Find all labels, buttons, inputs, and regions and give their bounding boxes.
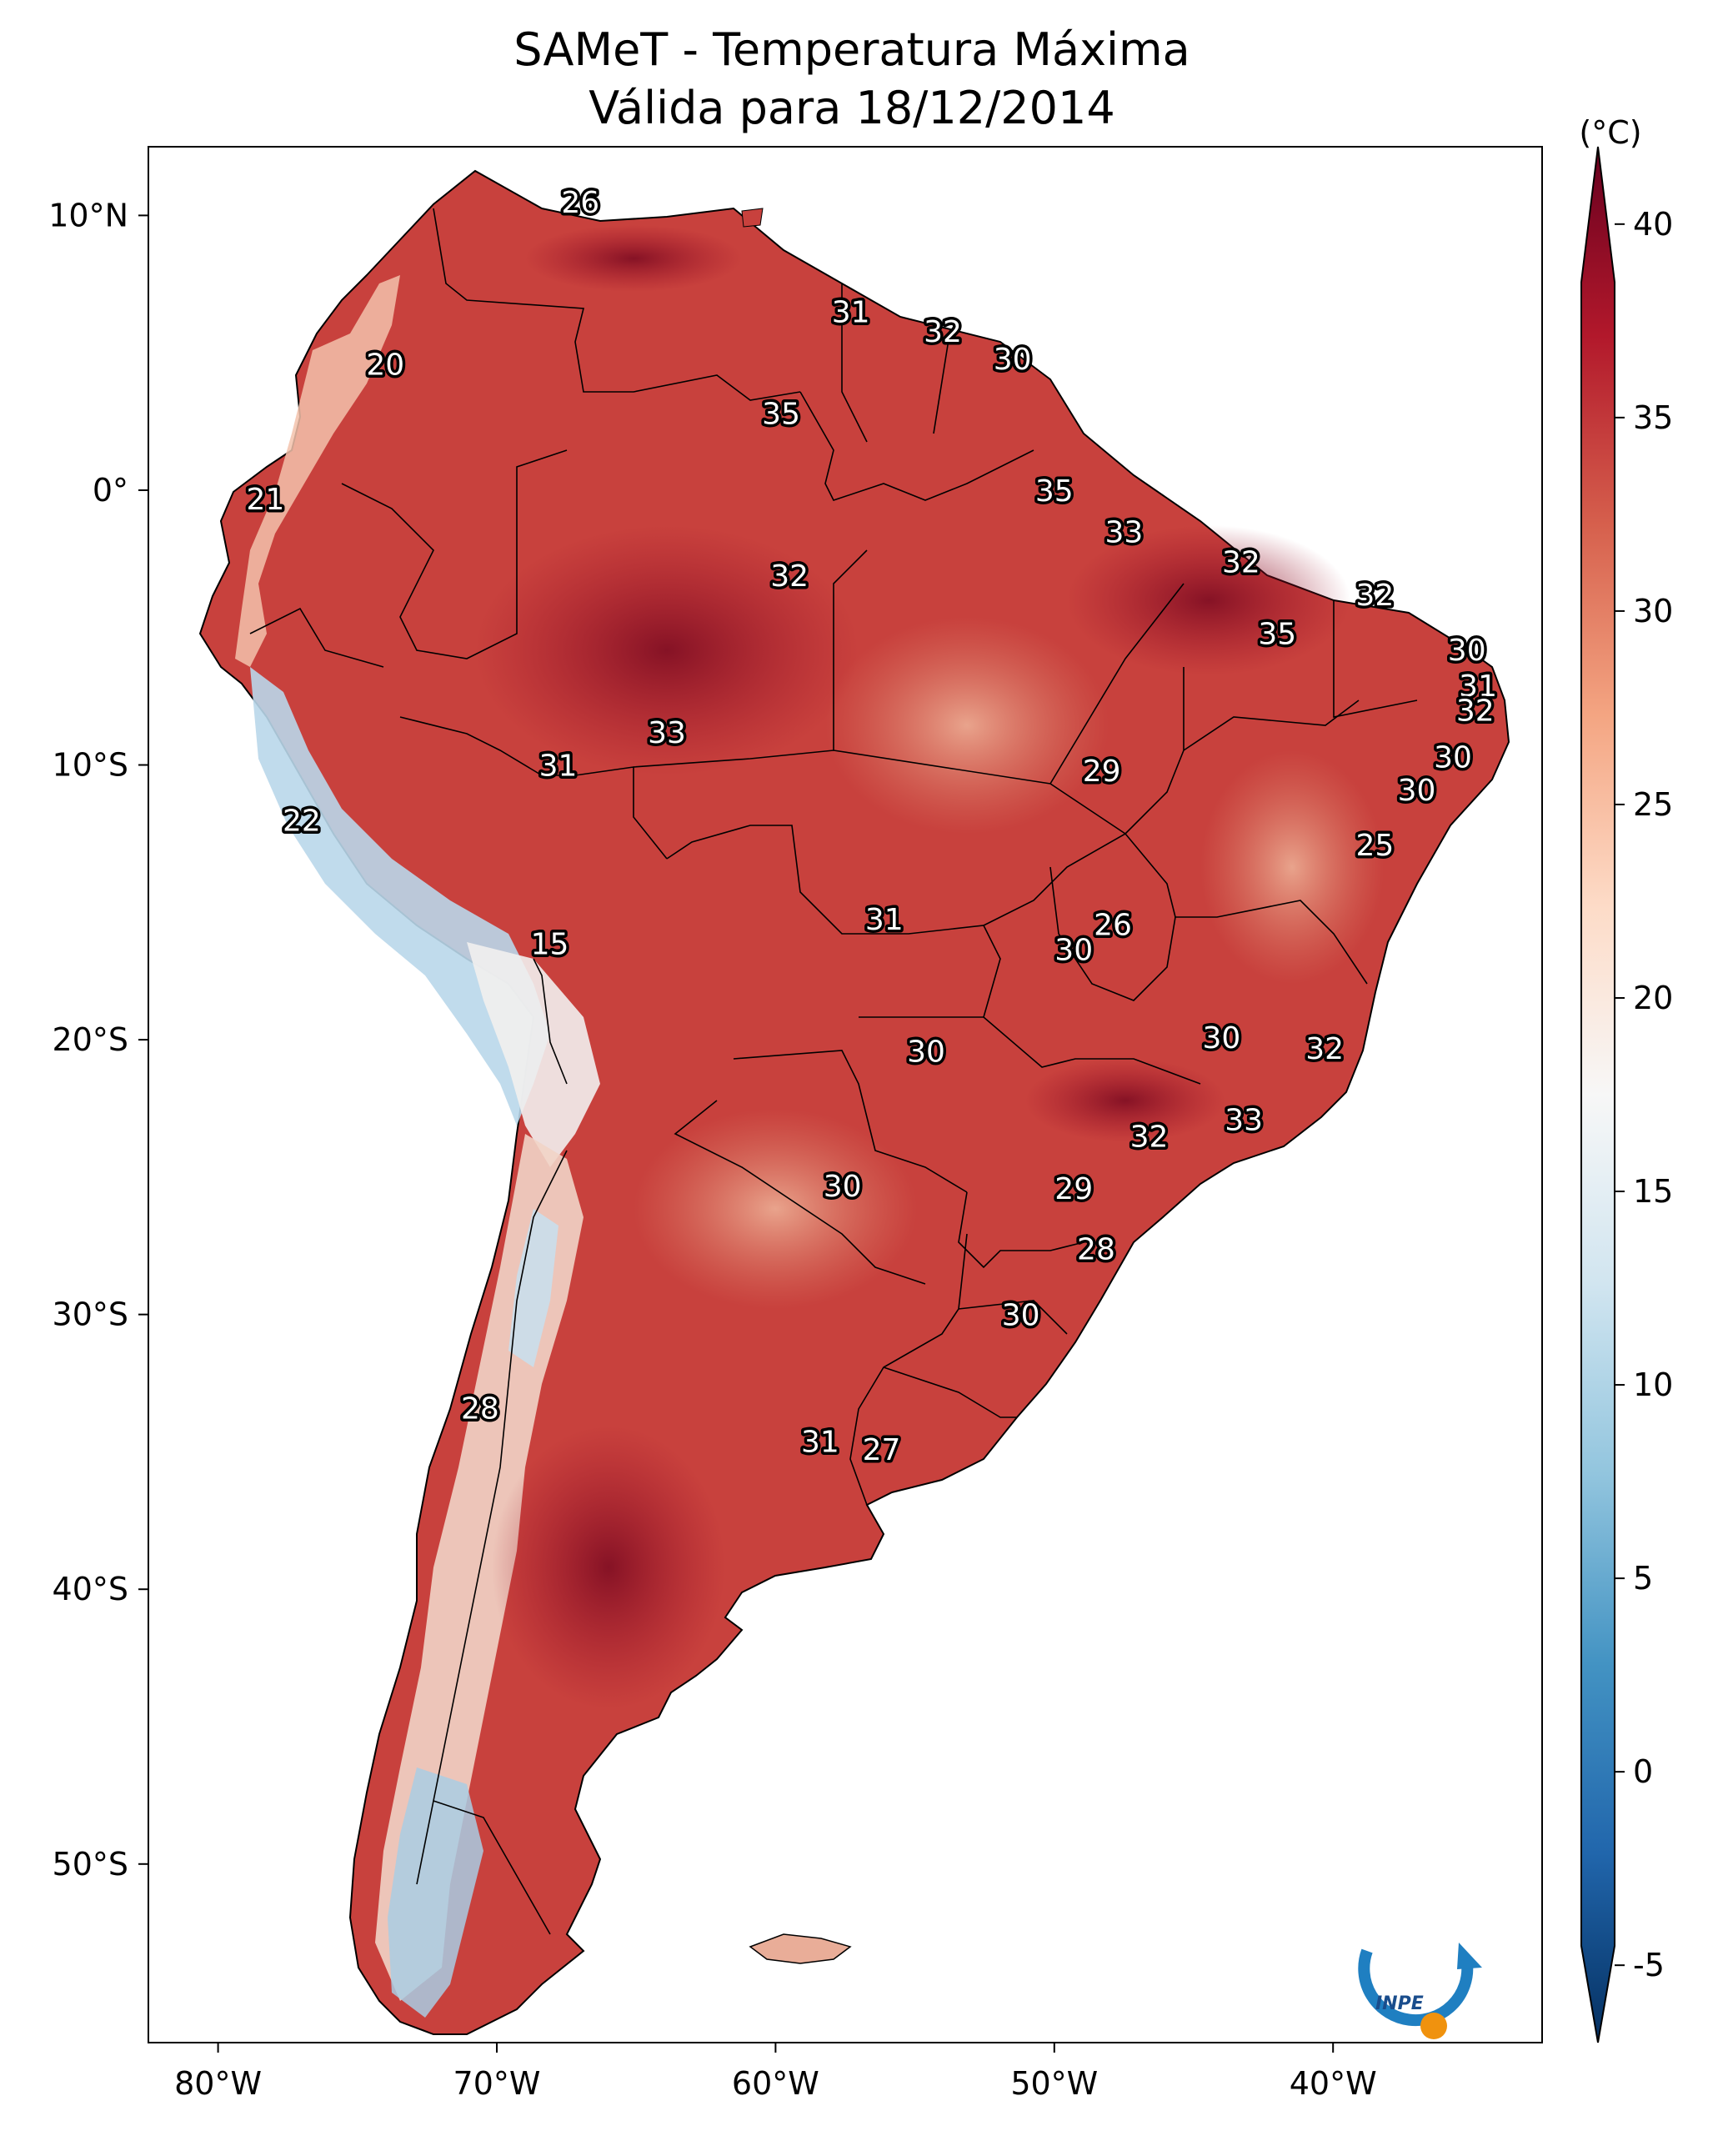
city-temperature-label: 28 — [461, 1392, 499, 1426]
x-tick-label: 60°W — [732, 2065, 819, 2102]
city-temperature-label: 30 — [1002, 1299, 1040, 1333]
logo-arrow-icon — [1457, 1943, 1482, 1969]
map-title-line2: Válida para 18/12/2014 — [589, 82, 1114, 134]
city-temperature-label: 32 — [924, 315, 962, 349]
colorbar-tick-label: 15 — [1633, 1173, 1673, 1210]
colorbar-ticks: 40 35 30 25 20 15 10 5 0 -5 — [1615, 206, 1673, 1983]
y-axis-ticks: 10°N 0° 10°S 20°S 30°S 40°S 50°S — [48, 197, 148, 1883]
city-temperature-label: 35 — [1258, 617, 1296, 651]
city-temperature-label: 30 — [1398, 774, 1436, 808]
city-temperature-label: 31 — [539, 750, 578, 784]
y-tick-label: 10°N — [48, 197, 128, 233]
logo-text: INPE — [1375, 1993, 1424, 2014]
colorbar-unit-label: (°C) — [1579, 114, 1641, 151]
city-temperature-label: 31 — [801, 1425, 839, 1459]
andes-cool-north — [235, 275, 400, 667]
hot-zone-southeast — [1025, 1059, 1225, 1142]
city-temperature-label: 33 — [648, 716, 686, 750]
y-tick-label: 0° — [93, 472, 128, 509]
y-tick-label: 10°S — [53, 747, 128, 784]
colorbar-tick-label: 25 — [1633, 786, 1673, 823]
city-temperature-label: 28 — [1077, 1233, 1115, 1267]
central-chile-blue — [508, 1209, 558, 1367]
city-temperature-label: 15 — [531, 928, 569, 962]
city-temperature-label: 31 — [832, 296, 870, 330]
warm-zone-cerrado — [825, 617, 1109, 834]
andes-cool-peru — [250, 667, 550, 1126]
warm-zone-bahia — [1200, 750, 1384, 984]
city-temperature-label: 30 — [1434, 741, 1472, 775]
city-temperature-label: 31 — [865, 903, 904, 937]
y-tick-label: 40°S — [53, 1571, 128, 1607]
city-temperature-label: 32 — [1222, 546, 1260, 580]
city-temperature-label: 35 — [762, 398, 800, 432]
inpe-logo: INPE — [1358, 1943, 1482, 2039]
x-tick-label: 40°W — [1290, 2065, 1377, 2102]
x-tick-label: 50°W — [1010, 2065, 1098, 2102]
trinidad-island — [741, 208, 764, 228]
city-temperature-label: 32 — [770, 559, 809, 594]
falkland-islands — [749, 1933, 852, 1964]
city-temperature-label: 27 — [863, 1433, 901, 1467]
colorbar-tick-label: -5 — [1633, 1947, 1665, 1983]
colorbar-scale — [1580, 146, 1615, 2043]
map-frame — [148, 146, 1543, 2043]
city-temperature-label: 33 — [1104, 515, 1143, 549]
x-tick-label: 80°W — [174, 2065, 262, 2102]
city-temperature-label: 32 — [1456, 694, 1495, 729]
city-temperature-label: 30 — [824, 1170, 862, 1204]
city-temperature-label: 26 — [1094, 909, 1132, 943]
altiplano-pale — [467, 942, 600, 1167]
hot-zone-pampas — [492, 1426, 725, 1709]
y-tick-label: 20°S — [53, 1021, 128, 1058]
city-temperature-label: 30 — [1203, 1021, 1241, 1055]
logo-swoosh-icon — [1358, 1948, 1474, 2027]
city-temperature-label: 30 — [1054, 933, 1093, 967]
city-temperature-label: 20 — [366, 348, 404, 382]
colorbar-tick-label: 35 — [1633, 399, 1673, 436]
x-tick-label: 70°W — [453, 2065, 541, 2102]
colorbar-tick-label: 0 — [1633, 1753, 1653, 1790]
city-temperature-label: 32 — [1355, 579, 1394, 613]
political-borders — [249, 208, 1418, 1935]
city-temperature-label: 30 — [1448, 634, 1486, 668]
patagonia-blue — [388, 1767, 483, 2018]
hot-zone-venezuela — [525, 225, 742, 292]
city-temperature-label: 26 — [561, 186, 599, 220]
y-tick-label: 30°S — [53, 1296, 128, 1333]
y-tick-label: 50°S — [53, 1846, 128, 1883]
city-temperature-label: 32 — [1130, 1120, 1169, 1154]
city-temperature-label: 31 — [1459, 669, 1497, 704]
colorbar: (°C) 40 35 30 25 20 15 10 5 0 -5 — [1579, 114, 1673, 2043]
colorbar-tick-label: 5 — [1633, 1560, 1653, 1597]
warm-zone-pantanal — [634, 1109, 917, 1309]
city-temperature-label: 29 — [1054, 1172, 1093, 1206]
city-temperature-label: 30 — [907, 1035, 945, 1069]
logo-sun-icon — [1420, 2013, 1447, 2039]
map-area — [148, 147, 1542, 2043]
city-temperature-label: 30 — [994, 343, 1032, 377]
city-temperature-label: 33 — [1225, 1104, 1263, 1138]
colorbar-tick-label: 20 — [1633, 980, 1673, 1016]
x-axis-ticks: 80°W 70°W 60°W 50°W 40°W — [174, 2043, 1377, 2102]
city-temperature-label: 32 — [1305, 1032, 1344, 1066]
map-title-line1: SAMeT - Temperatura Máxima — [513, 23, 1190, 76]
city-temperature-label: 21 — [247, 483, 285, 517]
city-temperature-label: 25 — [1355, 829, 1394, 863]
colorbar-tick-label: 10 — [1633, 1366, 1673, 1403]
hot-zone-amazon — [475, 525, 859, 775]
colorbar-tick-label: 40 — [1633, 206, 1673, 243]
colorbar-tick-label: 30 — [1633, 593, 1673, 629]
city-temperature-label: 35 — [1035, 474, 1074, 509]
city-temperature-label: 22 — [283, 804, 321, 838]
city-temperature-label: 29 — [1083, 755, 1121, 789]
hot-zone-northeast — [1067, 525, 1350, 675]
